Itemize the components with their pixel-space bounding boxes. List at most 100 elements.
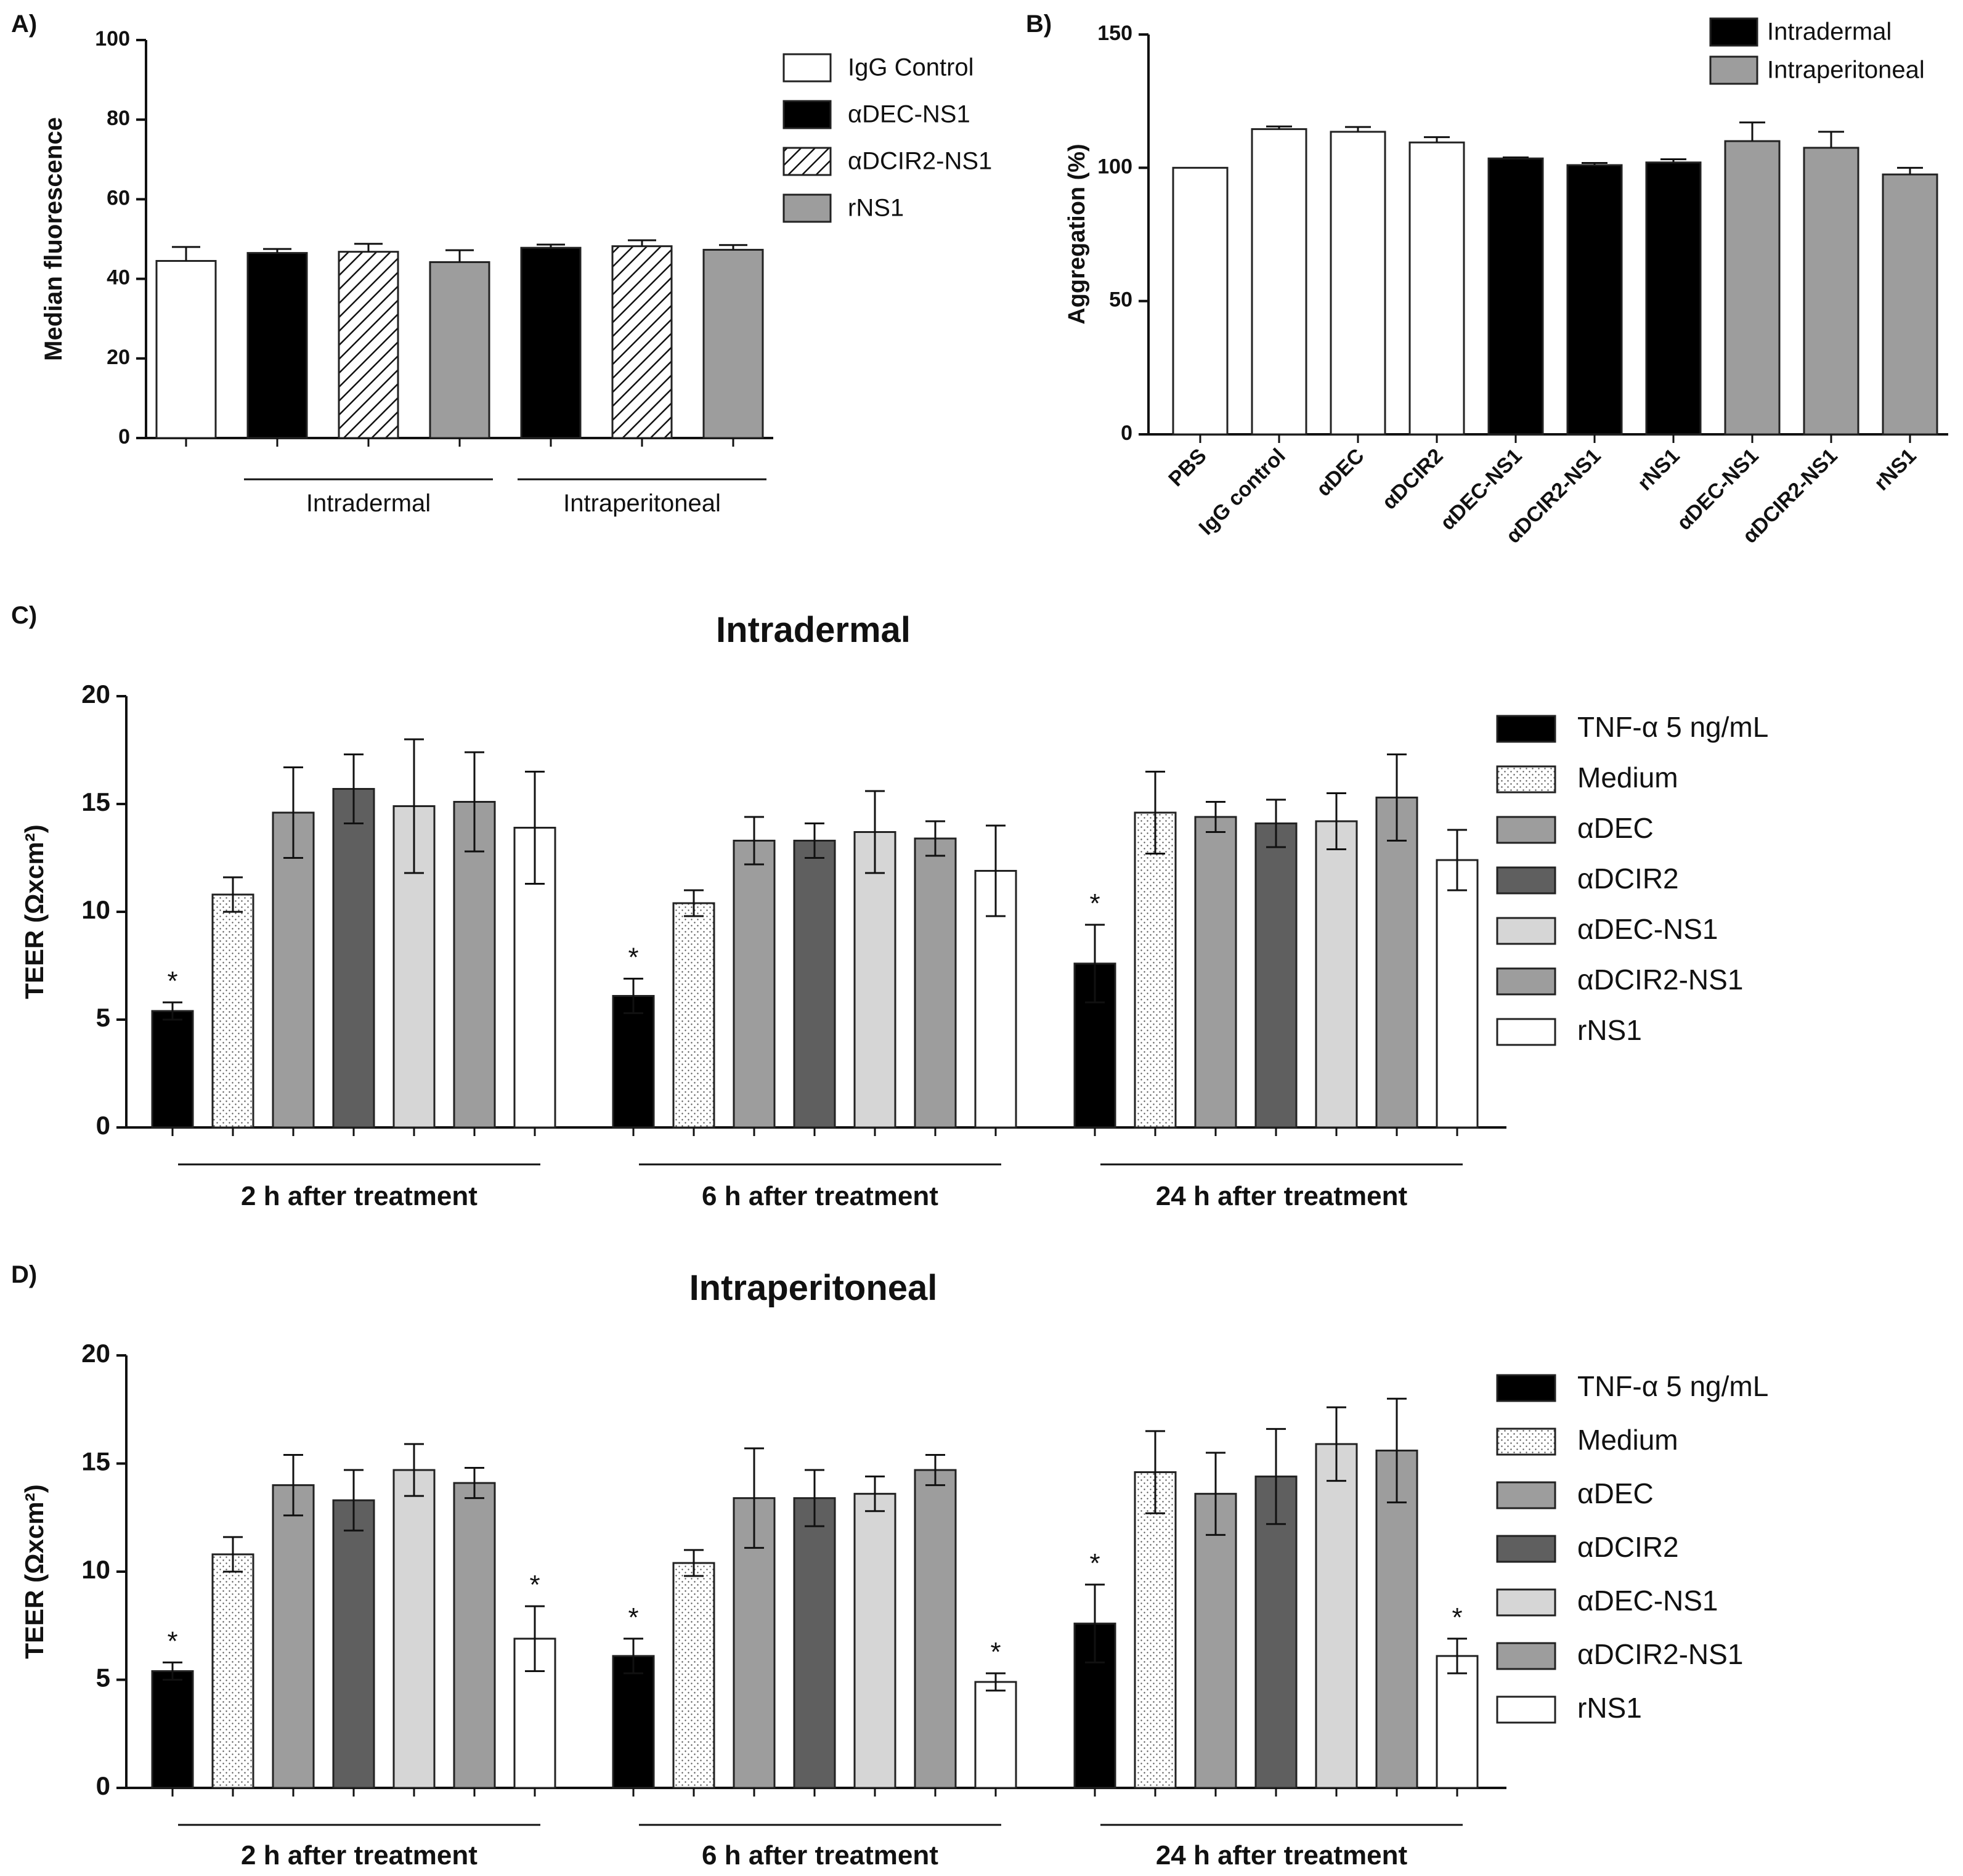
- panel-a-bar-3: [338, 251, 399, 439]
- panel-c-bar-24-h-after-treatment-rns1: [1436, 859, 1479, 1129]
- panel-d-bar-2-h-after-treatment-tnf-alpha-5-ng-ml: [151, 1670, 194, 1789]
- panel-a-y-axis-tick-label: 100: [95, 27, 130, 51]
- panel-c-group-label-2-h-after-treatment: 2 h after treatment: [241, 1181, 478, 1211]
- panel-d-bar-2-h-after-treatment-alpha-dcir2-ns1: [453, 1482, 496, 1789]
- panel-b-category-label-10: rNS1: [1870, 444, 1921, 495]
- panel-c-bar-24-h-after-treatment-tnf-alpha-5-ng-ml-significance: *: [1089, 888, 1100, 919]
- panel-d-bar-6-h-after-treatment-rns1-significance: *: [990, 1637, 1001, 1667]
- panel-d-legend-swatch-alpha-dec: [1496, 1481, 1556, 1509]
- panel-b-bar-pbs-1: [1172, 166, 1229, 436]
- panel-a-legend-swatch-igg-control: [782, 53, 832, 83]
- panel-b-y-axis-tick-label: 100: [1097, 155, 1132, 178]
- panel-b-legend-swatch-intraperitoneal: [1709, 55, 1758, 85]
- panel-a-bar-5: [520, 246, 582, 439]
- panel-a-legend-label-rns1: rNS1: [848, 195, 904, 222]
- panel-c-bar-2-h-after-treatment-tnf-alpha-5-ng-ml: [151, 1010, 194, 1129]
- panel-a-y-axis-tick-label: 40: [107, 266, 130, 290]
- panel-d-bar-24-h-after-treatment-alpha-dec: [1194, 1493, 1237, 1789]
- panel-c-bar-2-h-after-treatment-alpha-dcir2: [332, 788, 375, 1129]
- panel-c-legend-label-alpha-dec-ns1: αDEC-NS1: [1577, 913, 1718, 945]
- panel-c-y-axis-tick-label: 5: [96, 1003, 110, 1032]
- panel-d-legend-label-alpha-dec-ns1: αDEC-NS1: [1577, 1585, 1718, 1617]
- panel-c-legend-swatch-alpha-dcir2: [1496, 866, 1556, 895]
- panel-d-legend-swatch-tnf-alpha-5-ng-ml: [1496, 1374, 1556, 1402]
- panel-d-legend-label-alpha-dec: αDEC: [1577, 1477, 1654, 1509]
- panel-b-legend-label-intraperitoneal: Intraperitoneal: [1767, 57, 1925, 84]
- panel-c-legend-swatch-alpha-dec-ns1: [1496, 917, 1556, 945]
- panel-c-ylabel: TEER (Ωxcm²): [20, 824, 49, 999]
- panel-d-legend-swatch-alpha-dec-ns1: [1496, 1588, 1556, 1617]
- panel-d-bar-24-h-after-treatment-medium: [1134, 1471, 1177, 1789]
- panel-c-bar-24-h-after-treatment-alpha-dec: [1194, 816, 1237, 1129]
- panel-b-legend-swatch-intradermal: [1709, 17, 1758, 47]
- panel-d-bar-2-h-after-treatment-medium: [211, 1553, 254, 1789]
- panel-c-bar-24-h-after-treatment-alpha-dec-ns1: [1315, 820, 1358, 1129]
- panel-c-y-axis-tick-label: 15: [81, 787, 110, 816]
- panel-c-legend-label-alpha-dcir2-ns1: αDCIR2-NS1: [1577, 964, 1743, 996]
- panel-c-legend-label-rns1: rNS1: [1577, 1014, 1642, 1046]
- panel-d-bar-2-h-after-treatment-alpha-dcir2: [332, 1499, 375, 1789]
- panel-a-legend-swatch-rns1: [782, 193, 832, 223]
- panel-c-title: Intradermal: [716, 610, 911, 650]
- panel-b-bar-alpha-dec-3: [1330, 131, 1386, 436]
- panel-c-bar-6-h-after-treatment-tnf-alpha-5-ng-ml-significance: *: [628, 943, 638, 973]
- panel-d-bar-6-h-after-treatment-medium: [672, 1562, 715, 1789]
- panel-a-bar-4: [429, 261, 490, 439]
- panel-a-y-axis-tick-label: 20: [107, 346, 130, 369]
- panel-b-bar-alpha-dcir2-ns1-6: [1566, 164, 1623, 436]
- panel-c-legend-label-alpha-dcir2: αDCIR2: [1577, 863, 1679, 895]
- panel-b-bar-igg-control-2: [1251, 128, 1307, 436]
- panel-c-y-axis-tick-label: 10: [81, 895, 110, 924]
- panel-b-bar-alpha-dcir2-ns1-9: [1803, 147, 1859, 436]
- panel-c-legend-swatch-rns1: [1496, 1018, 1556, 1046]
- panel-d-legend-label-medium: Medium: [1577, 1424, 1678, 1456]
- panel-b-category-label-3: αDEC: [1312, 444, 1368, 501]
- panel-b-y-axis-tick-label: 150: [1097, 22, 1132, 45]
- panel-a-group-label-intradermal: Intradermal: [306, 490, 431, 517]
- panel-c-label: C): [11, 602, 37, 629]
- panel-b-ylabel: Aggregation (%): [1064, 144, 1090, 324]
- panel-d-ylabel: TEER (Ωxcm²): [20, 1484, 49, 1659]
- panel-d-group-label-2-h-after-treatment: 2 h after treatment: [241, 1840, 478, 1870]
- panel-c-bar-6-h-after-treatment-alpha-dec-ns1: [853, 831, 896, 1129]
- panel-d-bar-6-h-after-treatment-rns1: [974, 1681, 1017, 1789]
- panel-a-bar-6: [611, 245, 673, 439]
- panel-d-legend-label-alpha-dcir2-ns1: αDCIR2-NS1: [1577, 1638, 1743, 1670]
- panel-a-legend-swatch-alpha-dec-ns1: [782, 100, 832, 129]
- panel-a-ylabel: Median fluorescence: [40, 117, 67, 361]
- panel-b-label: B): [1026, 10, 1052, 38]
- panel-d-y-axis-tick-label: 5: [96, 1663, 110, 1692]
- panel-d-bar-24-h-after-treatment-tnf-alpha-5-ng-ml-significance: *: [1089, 1548, 1100, 1578]
- panel-a-y-axis-tick-label: 60: [107, 186, 130, 209]
- panel-d-y-axis-tick-label: 15: [81, 1447, 110, 1476]
- panel-a-legend-label-alpha-dcir2-ns1: αDCIR2-NS1: [848, 148, 992, 175]
- panel-c-legend-label-medium: Medium: [1577, 761, 1678, 794]
- panel-d-bar-6-h-after-treatment-tnf-alpha-5-ng-ml-significance: *: [628, 1602, 638, 1633]
- panel-c-bar-24-h-after-treatment-alpha-dcir2-ns1: [1375, 797, 1418, 1129]
- panel-b-bar-alpha-dec-ns1-5: [1487, 157, 1544, 436]
- panel-a-label: A): [11, 10, 37, 38]
- panel-d-y-axis-tick-label: 20: [81, 1339, 110, 1368]
- panel-d-bar-2-h-after-treatment-alpha-dec-ns1: [392, 1469, 436, 1789]
- panel-c-legend-label-alpha-dec: αDEC: [1577, 812, 1654, 844]
- panel-b-y-axis-tick-label: 0: [1121, 421, 1132, 445]
- panel-c-bar-6-h-after-treatment-medium: [672, 902, 715, 1129]
- panel-a-y-axis-tick-label: 0: [118, 425, 130, 449]
- panel-b-bar-rns1-10: [1882, 173, 1938, 436]
- panel-b-bar-alpha-dec-ns1-8: [1724, 140, 1781, 436]
- panel-c-legend-swatch-tnf-alpha-5-ng-ml: [1496, 715, 1556, 743]
- panel-a-bar-2: [246, 252, 308, 439]
- panel-c-legend-swatch-alpha-dec: [1496, 816, 1556, 844]
- panel-a-legend-swatch-alpha-dcir2-ns1: [782, 147, 832, 176]
- panel-d-label: D): [11, 1261, 37, 1288]
- panel-d-legend-swatch-medium: [1496, 1427, 1556, 1456]
- panel-a-legend-label-igg-control: IgG Control: [848, 54, 974, 81]
- panel-c-bar-2-h-after-treatment-tnf-alpha-5-ng-ml-significance: *: [167, 966, 177, 996]
- panel-c-legend-label-tnf-alpha-5-ng-ml: TNF-α 5 ng/mL: [1577, 711, 1768, 743]
- panel-d-bar-24-h-after-treatment-alpha-dec-ns1: [1315, 1443, 1358, 1789]
- panel-b-bar-alpha-dcir2-4: [1408, 141, 1465, 436]
- panel-c-bar-24-h-after-treatment-tnf-alpha-5-ng-ml: [1073, 962, 1116, 1129]
- panel-d-legend-label-tnf-alpha-5-ng-ml: TNF-α 5 ng/mL: [1577, 1370, 1768, 1402]
